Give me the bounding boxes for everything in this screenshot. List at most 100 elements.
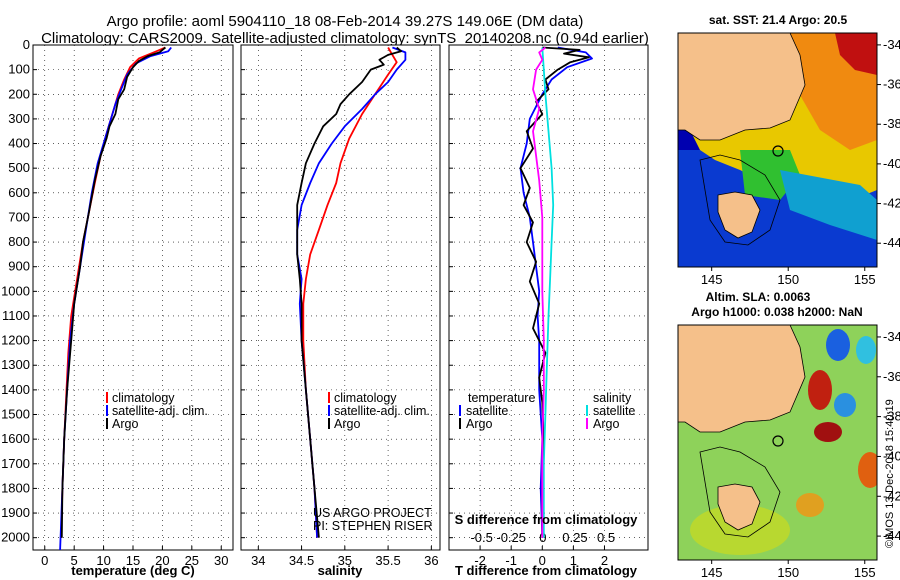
legend-header-salinity: salinity (593, 391, 632, 405)
sst-hottest-region (835, 33, 877, 75)
sla-high-2 (814, 422, 842, 442)
y-tick-label: 600 (8, 185, 30, 200)
x-tick-label: 1 (570, 553, 577, 568)
sla-high-1 (808, 370, 832, 410)
sst-shelf-contour (699, 154, 781, 246)
y-tick-label: 1600 (1, 431, 30, 446)
legend-label-temp-satellite: satellite (466, 404, 508, 418)
series-line-temperature-argo (519, 46, 590, 538)
project-credit-line1: US ARGO PROJECT (313, 506, 432, 520)
lat-tick-label: -40 (883, 448, 900, 463)
x-tick-label: 5 (71, 553, 78, 568)
salinity-panel: 34 34.5 35 35.5 36 (240, 44, 441, 568)
legend-label-sal-argo: Argo (593, 417, 619, 431)
x-tick-label: -2 (474, 553, 486, 568)
sla-yellow-patch (690, 505, 790, 555)
figure-title-line1: Argo profile: aoml 5904110_18 08-Feb-201… (107, 13, 584, 30)
y-tick-label: 900 (8, 259, 30, 274)
lon-tick-label: 145 (701, 565, 723, 580)
legend-label-argo: Argo (112, 417, 138, 431)
series-line-argo (60, 46, 166, 538)
difference-panel: -2 -1 0 1 2-0.5 -0.25 0 0.25 0.5 (448, 44, 649, 568)
lon-tick-label: 150 (777, 565, 799, 580)
sla-map-title-line1: Altim. SLA: 0.0063 (706, 290, 811, 304)
x-tick-label: 36 (424, 553, 438, 568)
temperature-xlabel: temperature (deg C) (71, 563, 195, 578)
y-tick-label: 1100 (2, 308, 30, 323)
x-tick-label: 35 (338, 553, 352, 568)
sst-cool-region (780, 170, 877, 240)
y-tick-label: 1900 (1, 505, 30, 520)
legend-label-sal-satellite: satellite (593, 404, 635, 418)
y-tick-label: 1800 (1, 480, 30, 495)
x-tick-label: 0 (41, 553, 48, 568)
legend-header-temperature: temperature (468, 391, 535, 405)
x-tick-label: -1 (505, 553, 517, 568)
sla-land-tasmania (717, 483, 761, 531)
lat-tick-label: -34 (883, 37, 900, 52)
series-line-salinity-argo (532, 46, 546, 538)
lat-tick-label: -36 (883, 77, 900, 92)
y-tick-label: 500 (8, 160, 30, 175)
y-tick-label: 700 (8, 209, 30, 224)
x-top-tick-label: -0.5 (470, 530, 492, 545)
sla-map-frame (677, 324, 878, 561)
x-tick-label: 0 (539, 553, 546, 568)
lat-tick-label: -40 (883, 156, 900, 171)
x-tick-label: 15 (126, 553, 140, 568)
sla-low-2 (834, 393, 856, 417)
sla-low-3 (856, 336, 876, 364)
x-top-tick-label: 0.25 (562, 530, 587, 545)
y-tick-label: 1000 (1, 283, 30, 298)
y-tick-label: 1500 (1, 407, 30, 422)
lat-tick-label: -34 (883, 329, 900, 344)
lat-tick-label: -36 (883, 369, 900, 384)
x-tick-label: 34 (251, 553, 265, 568)
series-group (59, 46, 172, 550)
difference-legend: temperature satellite Argo salinity sate… (459, 391, 635, 431)
x-tick-label: 34.5 (289, 553, 314, 568)
sla-high-3 (858, 452, 877, 488)
y-tick-label: 800 (8, 234, 30, 249)
lon-tick-label: 155 (854, 272, 876, 287)
x-tick-label: 10 (96, 553, 110, 568)
plot-area (240, 44, 441, 551)
lon-tick-label: 150 (777, 272, 799, 287)
temperature-legend: climatology satellite-adj. clim. Argo (106, 391, 208, 431)
y-tick-label: 1300 (1, 357, 30, 372)
sst-map-frame (677, 32, 878, 268)
sla-map-title-line2: Argo h1000: 0.038 h2000: NaN (691, 305, 862, 319)
lat-tick-label: -44 (883, 528, 900, 543)
lat-tick-label: -42 (883, 196, 900, 211)
difference-xlabel: T difference from climatology (455, 563, 638, 578)
legend-label-climatology: climatology (334, 391, 397, 405)
y-tick-label: 2000 (1, 530, 30, 545)
sst-land-tasmania (717, 191, 761, 239)
sst-map-ticks: -34 -36 -38 -40 -42 -44 145 150 155 (701, 37, 900, 287)
y-tick-label: 100 (8, 62, 30, 77)
series-line-argo (296, 46, 403, 538)
sst-land-mainland (678, 33, 806, 141)
sla-low-1 (826, 329, 850, 361)
sst-map (677, 32, 878, 268)
x-tick-label: 20 (155, 553, 169, 568)
y-tick-label: 0 (23, 37, 30, 52)
series-line-salinity-satellite (541, 47, 555, 538)
legend-label-climatology: climatology (112, 391, 175, 405)
legend-label-satellite: satellite-adj. clim. (112, 404, 208, 418)
y-tick-label: 300 (8, 111, 30, 126)
temperature-panel: 0100200300400500600700800900100011001200… (1, 37, 234, 568)
lat-tick-label: -38 (883, 409, 900, 424)
series-group (296, 46, 407, 538)
imos-credit: ©IMOS 13-Dec-2018 15:40:19 (884, 399, 896, 548)
sst-map-title: sat. SST: 21.4 Argo: 20.5 (709, 13, 848, 27)
sla-shelf-contour (699, 446, 781, 538)
x-tick-label: 25 (185, 553, 199, 568)
x-tick-label: 30 (214, 553, 228, 568)
y-tick-label: 200 (8, 86, 30, 101)
sla-argo-location (772, 435, 784, 447)
legend-label-temp-argo: Argo (466, 417, 492, 431)
legend-label-argo: Argo (334, 417, 360, 431)
x-top-tick-label: -0.25 (496, 530, 526, 545)
